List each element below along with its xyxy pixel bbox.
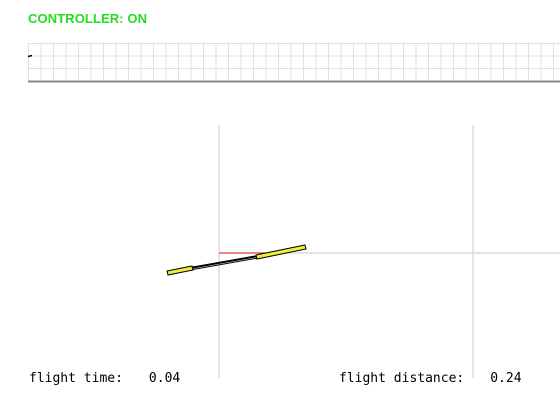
flight-time-label: flight time: — [29, 371, 123, 386]
flight-distance-label: flight distance: — [339, 371, 465, 386]
flight-time-value: 0.04 — [148, 371, 181, 386]
flight-distance-value: 0.24 — [490, 371, 522, 386]
controller-status: CONTROLLER: ON — [28, 11, 148, 26]
trace-plot-signal — [28, 54, 33, 58]
body-rod-shadow — [189, 257, 259, 271]
trace-plot-grid — [28, 43, 560, 82]
right-wing — [255, 244, 307, 260]
flight-time-readout: flight time: 0.04 — [29, 371, 180, 386]
left-wing — [166, 265, 194, 276]
flapper-body — [166, 244, 307, 276]
body-rod — [189, 255, 259, 269]
trace-plot — [28, 43, 560, 83]
flight-distance-readout: flight distance: 0.24 — [339, 371, 522, 386]
